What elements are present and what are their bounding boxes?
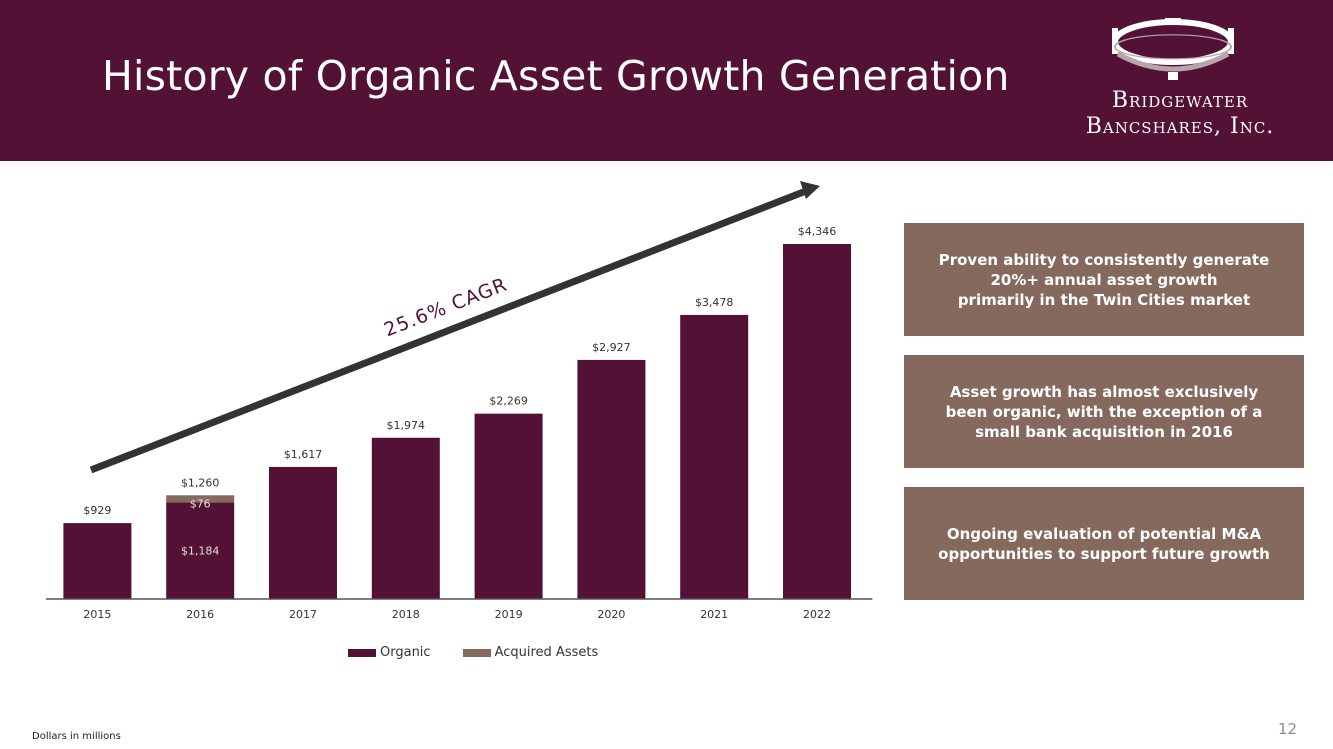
x-tick-label-2019: 2019 — [495, 608, 523, 621]
legend-swatch-acquired — [462, 648, 491, 657]
legend-item-organic: Organic — [348, 645, 431, 660]
segment-label-acquired-2016: $76 — [190, 497, 211, 510]
logo-text-line1: Bridgewater — [1111, 88, 1249, 113]
bar-organic-2015 — [63, 523, 132, 599]
logo-emblem-icon — [1112, 18, 1234, 80]
bar-total-label-2016: $1,260 — [181, 476, 220, 489]
legend-swatch-organic — [348, 648, 376, 657]
bar-organic-2020 — [577, 359, 646, 599]
segment-label-organic-2016: $1,184 — [181, 545, 220, 558]
bar-total-label-2022: $4,346 — [798, 225, 837, 238]
bar-total-label-2017: $1,617 — [284, 448, 323, 461]
x-tick-label-2018: 2018 — [392, 608, 420, 621]
bar-total-label-2019: $2,269 — [489, 395, 528, 408]
x-tick-label-2020: 2020 — [597, 608, 625, 621]
bar-total-label-2021: $3,478 — [695, 296, 734, 309]
bar-total-label-2018: $1,974 — [387, 419, 426, 432]
callout-m-and-a: Ongoing evaluation of potential M&A oppo… — [904, 487, 1304, 600]
x-tick-label-2016: 2016 — [186, 608, 214, 621]
bar-total-label-2020: $2,927 — [592, 341, 631, 354]
cagr-arrow-line — [89, 187, 808, 474]
header-banner: History of Organic Asset Growth Generati… — [0, 0, 1333, 161]
logo-text-line2: Bancshares, Inc. — [1085, 114, 1275, 139]
asset-growth-chart: $929 2015 $1,260 2016 $76 $1,184 $1,617 2017 $1,… — [46, 181, 873, 621]
x-tick-label-2022: 2022 — [803, 608, 831, 621]
x-tick-label-2021: 2021 — [700, 608, 728, 621]
x-tick-label-2015: 2015 — [83, 608, 111, 621]
bar-organic-2017 — [269, 466, 337, 599]
callout-growth: Proven ability to consistently generate … — [904, 223, 1304, 336]
bar-acquired-2016 — [166, 495, 235, 503]
callout-organic: Asset growth has almost exclusively been… — [904, 355, 1304, 468]
cagr-arrow-head — [800, 181, 820, 199]
bar-organic-2022 — [783, 244, 851, 599]
legend-label-acquired: Acquired Assets — [494, 645, 599, 660]
legend-item-acquired: Acquired Assets — [462, 645, 599, 660]
chart-legend: Organic Acquired Assets — [348, 645, 598, 660]
bar-organic-2021 — [680, 314, 749, 599]
bar-total-label-2015: $929 — [83, 504, 111, 517]
legend-label-organic: Organic — [380, 645, 431, 660]
bar-organic-2019 — [474, 413, 543, 599]
bar-organic-2016 — [166, 502, 235, 599]
footnote: Dollars in millions — [32, 731, 121, 742]
x-tick-label-2017: 2017 — [289, 608, 317, 621]
page-number: 12 — [1278, 720, 1298, 738]
bar-organic-2018 — [371, 437, 440, 599]
company-logo: Bridgewater Bancshares, Inc. — [1060, 14, 1300, 144]
page-title: History of Organic Asset Growth Generati… — [102, 52, 1010, 100]
